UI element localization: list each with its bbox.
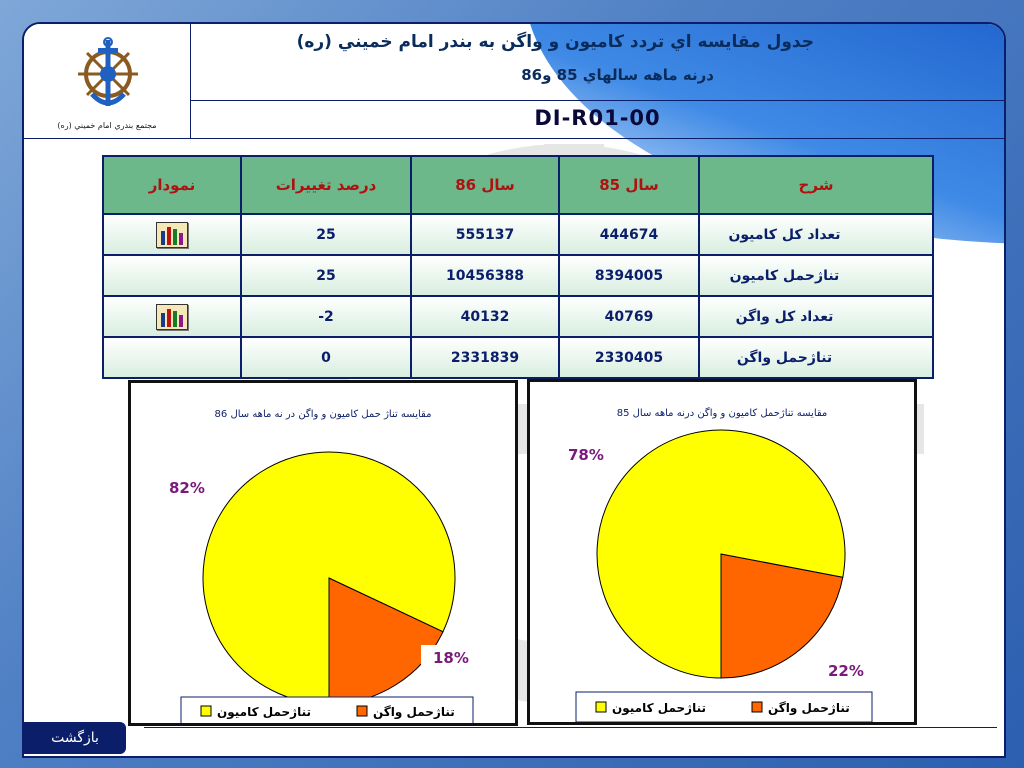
label-bg [159,478,205,520]
cell-year86: 40132 [410,295,560,338]
cell-year85: 444674 [558,213,700,256]
label-bg [560,444,608,484]
chart-title: مقايسه تناژ حمل كاميون و واگن در نه ماهه… [215,408,432,420]
cell-desc: تعداد كل كاميون [698,213,934,256]
chart-button-empty [102,336,242,379]
cell-change: 25 [240,254,412,297]
pie-slice-wagon [720,553,844,679]
header-year85: سال 85 [558,155,700,215]
page-subtitle: درنه ماهه سالهاي 85 و86 [521,66,714,84]
legend [180,696,474,723]
header-year86: سال 86 [410,155,560,215]
header-chart: نمودار [102,155,242,215]
anchor-wheel-logo [78,37,138,106]
doc-code: DI-R01-00 [534,106,661,130]
chart-title: مقايسه تناژحمل كاميون و واگن درنه ماهه س… [617,407,828,419]
pie-chart-86: مقايسه تناژ حمل كاميون و واگن در نه ماهه… [128,380,518,726]
chart-button[interactable] [102,213,242,256]
bar-chart-icon[interactable] [156,303,188,330]
table-row: 0 2331839 2330405 تناژحمل واگن [102,336,934,379]
pie-chart-85: مقايسه تناژحمل كاميون و واگن درنه ماهه س… [527,379,917,725]
legend-label-wagon: تناژحمل واگن [373,705,455,720]
pie-svg: مقايسه تناژحمل كاميون و واگن درنه ماهه س… [537,407,905,722]
comparison-table: نمودار درصد تغييرات سال 86 سال 85 شرح 25… [102,155,934,379]
cell-desc: تناژحمل واگن [698,336,934,379]
pie-slice-truck [596,429,846,679]
table-header-row: نمودار درصد تغييرات سال 86 سال 85 شرح [102,155,934,215]
legend-label-wagon: تناژحمل واگن [768,701,850,716]
data-label: 22% [828,662,864,680]
data-label: 18% [433,649,469,667]
chart-button-empty [102,254,242,297]
cell-change: 25 [240,213,412,256]
cell-change: 0 [240,336,412,379]
back-button[interactable]: بازگشت [24,722,126,754]
org-caption: مجتمع بندري امام خميني (ره) [57,121,157,130]
table-row: 25 555137 444674 تعداد كل كاميون [102,213,934,256]
cell-year85: 40769 [558,295,700,338]
label-bg [820,658,868,688]
cell-year86: 2331839 [410,336,560,379]
legend-swatch-truck [595,701,607,713]
legend-swatch-truck [200,705,212,717]
logo-cell: مجتمع بندري امام خميني (ره) [24,24,191,139]
cell-desc: تناژحمل كاميون [698,254,934,297]
cell-desc: تعداد كل واگن [698,295,934,338]
slide-frame: مجتمع بندري امام خميني (ره) جدول مقايسه … [22,22,1006,758]
chart-button[interactable] [102,295,242,338]
legend-swatch-wagon [751,701,763,713]
legend-swatch-wagon [356,705,368,717]
title-area: جدول مقايسه اي تردد كاميون و واگن به بند… [191,24,1004,101]
doc-code-area: DI-R01-00 [191,101,1004,139]
legend-label-truck: تناژحمل كاميون [612,701,706,716]
cell-year85: 2330405 [558,336,700,379]
legend [575,691,873,722]
data-label: 82% [169,479,205,497]
cell-year85: 8394005 [558,254,700,297]
legend-label-truck: تناژحمل كاميون [217,705,311,720]
page-title: جدول مقايسه اي تردد كاميون و واگن به بند… [296,32,814,52]
data-label: 78% [568,446,604,464]
table-row: 25 10456388 8394005 تناژحمل كاميون [102,254,934,297]
footer-divider [144,727,997,728]
cell-year86: 10456388 [410,254,560,297]
cell-change: -2 [240,295,412,338]
label-bg [421,645,467,677]
pie-svg: مقايسه تناژ حمل كاميون و واگن در نه ماهه… [143,408,515,723]
bar-chart-icon[interactable] [156,221,188,248]
pie-slice-truck [202,451,456,705]
cell-year86: 555137 [410,213,560,256]
table-row: -2 40132 40769 تعداد كل واگن [102,295,934,338]
header-change: درصد تغييرات [240,155,412,215]
header-desc: شرح [698,155,934,215]
